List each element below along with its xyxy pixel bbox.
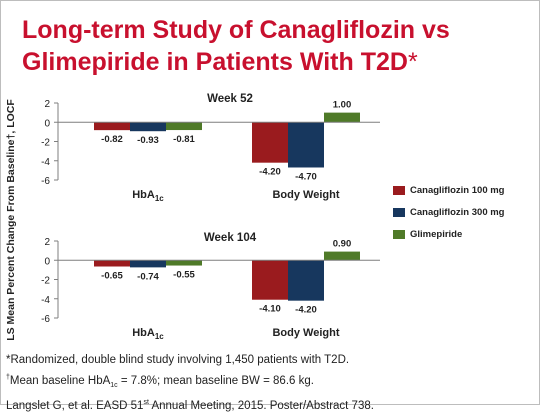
bar xyxy=(94,260,130,267)
footnote-2: †Mean baseline HbA1c = 7.8%; mean baseli… xyxy=(6,369,536,394)
legend: Canagliflozin 100 mg Canagliflozin 300 m… xyxy=(393,184,505,250)
data-label: -4.10 xyxy=(259,304,281,315)
data-label: -4.20 xyxy=(295,305,317,316)
y-tick-label: -4 xyxy=(41,157,50,168)
data-label: -0.81 xyxy=(173,134,195,145)
footnote-3b: Annual Meeting, 2015. Poster/Abstract 73… xyxy=(148,399,374,412)
bar xyxy=(252,260,288,300)
title-line-2: Glimepiride in Patients With T2D* xyxy=(22,46,522,78)
legend-label: Canagliflozin 100 mg xyxy=(410,185,505,196)
y-tick-label: -4 xyxy=(41,295,50,306)
legend-swatch xyxy=(393,208,405,217)
bar xyxy=(324,112,360,123)
bar xyxy=(166,260,202,266)
slide-title: Long-term Study of Canagliflozin vs Glim… xyxy=(22,14,522,78)
bar xyxy=(166,122,202,131)
y-tick-label: 2 xyxy=(44,237,50,248)
y-tick-label: 0 xyxy=(44,256,50,267)
legend-item-cana100: Canagliflozin 100 mg xyxy=(393,184,505,197)
legend-swatch xyxy=(393,186,405,195)
title-line-1: Long-term Study of Canagliflozin vs xyxy=(22,16,450,44)
panel-title: Week 52 xyxy=(207,93,253,105)
y-tick-label: -2 xyxy=(41,276,50,287)
bar xyxy=(130,260,166,268)
footnote-2a: Mean baseline HbA xyxy=(9,374,111,387)
category-label-hba1c: HbA1c xyxy=(132,327,164,341)
category-label-hba1c: HbA1c xyxy=(132,189,164,203)
bar xyxy=(130,122,166,132)
y-tick-label: -6 xyxy=(41,176,50,187)
footnotes: *Randomized, double blind study involvin… xyxy=(6,352,536,415)
footnote-1: *Randomized, double blind study involvin… xyxy=(6,354,350,366)
footnote-dagger: † xyxy=(6,374,10,381)
legend-item-cana300: Canagliflozin 300 mg xyxy=(393,206,505,219)
legend-item-glimepiride: Glimepiride xyxy=(393,228,505,241)
legend-label: Canagliflozin 300 mg xyxy=(410,207,505,218)
category-label-body-weight: Body Weight xyxy=(272,189,339,201)
data-label: -0.93 xyxy=(137,135,159,146)
bar xyxy=(324,251,360,261)
footnote-3a: Langslet G, et al. EASD 51 xyxy=(6,399,144,412)
title-asterisk: * xyxy=(407,48,418,76)
data-label: 1.00 xyxy=(333,100,352,111)
y-tick-label: 2 xyxy=(44,99,50,110)
data-label: -4.70 xyxy=(295,171,317,182)
legend-label: Glimepiride xyxy=(410,229,463,240)
bar xyxy=(94,122,130,131)
bar xyxy=(288,260,324,301)
legend-swatch xyxy=(393,230,405,239)
bar xyxy=(288,122,324,168)
data-label: -0.74 xyxy=(137,271,159,282)
bar xyxy=(252,122,288,163)
title-line-2-text: Glimepiride in Patients With T2D xyxy=(22,48,408,76)
data-label: -0.55 xyxy=(173,270,195,281)
y-tick-label: -6 xyxy=(41,314,50,325)
y-tick-label: 0 xyxy=(44,118,50,129)
footnote-2b: = 7.8%; mean baseline BW = 86.6 kg. xyxy=(117,374,314,387)
charts-svg: Week 52 2 0 -2 -4 -6 -0.82 -4.20 -0.93 -4.70 -0.81… xyxy=(41,93,380,341)
data-label: -0.82 xyxy=(101,134,123,145)
y-tick-label: -2 xyxy=(41,138,50,149)
footnote-2-sub: 1c xyxy=(110,382,118,390)
data-label: -4.20 xyxy=(259,167,281,178)
data-label: -0.65 xyxy=(101,271,123,282)
data-label: 0.90 xyxy=(333,239,352,250)
panel-title: Week 104 xyxy=(204,232,257,244)
footnote-3-sup: st xyxy=(143,399,149,407)
category-label-body-weight: Body Weight xyxy=(272,327,339,339)
